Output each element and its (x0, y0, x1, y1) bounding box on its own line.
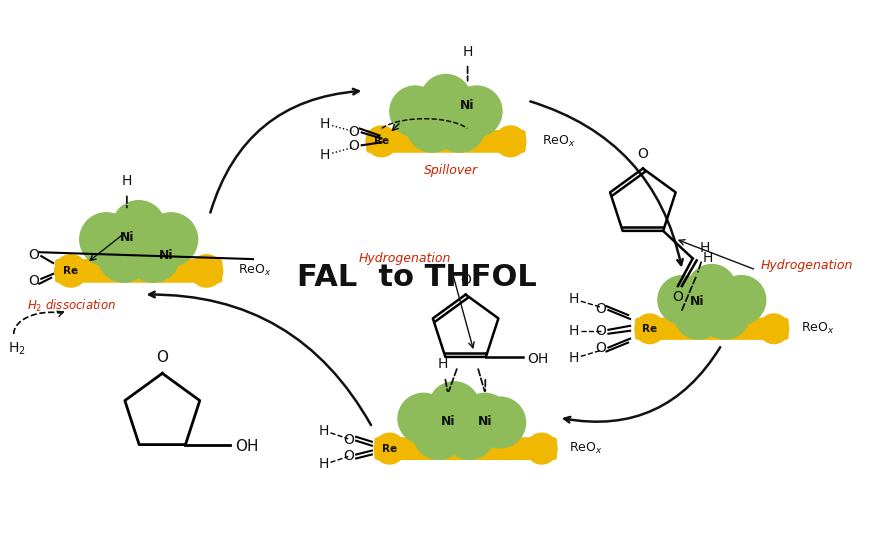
Text: H: H (320, 116, 331, 131)
Text: H: H (700, 241, 710, 255)
Circle shape (413, 409, 464, 459)
Text: Ni: Ni (478, 415, 493, 428)
Text: H: H (318, 457, 329, 472)
Text: O: O (638, 147, 648, 161)
Text: O: O (595, 324, 606, 338)
Text: H: H (568, 351, 579, 365)
Circle shape (452, 86, 502, 137)
FancyBboxPatch shape (635, 318, 788, 340)
Text: H: H (318, 424, 329, 438)
Text: Ni: Ni (119, 231, 134, 245)
Circle shape (80, 213, 133, 266)
Text: O: O (673, 290, 683, 304)
Text: H$_2$ dissociation: H$_2$ dissociation (26, 297, 116, 313)
Circle shape (366, 126, 396, 156)
Text: Ni: Ni (460, 99, 474, 112)
Text: O: O (595, 341, 606, 356)
Text: O: O (595, 302, 606, 316)
Circle shape (444, 409, 495, 459)
Text: O: O (343, 449, 353, 462)
Circle shape (390, 86, 440, 137)
Text: H$_2$: H$_2$ (8, 341, 25, 357)
Circle shape (474, 397, 525, 448)
Circle shape (460, 394, 510, 444)
Circle shape (97, 229, 151, 282)
Text: O: O (343, 433, 353, 447)
Text: H: H (320, 148, 331, 162)
Text: H: H (568, 324, 579, 338)
Text: H: H (122, 174, 132, 187)
Circle shape (407, 101, 458, 152)
Text: O: O (156, 350, 168, 365)
Text: Spillover: Spillover (424, 163, 478, 177)
FancyBboxPatch shape (55, 259, 223, 283)
Text: Ni: Ni (690, 295, 704, 308)
Circle shape (421, 75, 471, 125)
Text: O: O (28, 274, 39, 288)
Circle shape (374, 433, 405, 464)
Circle shape (759, 314, 788, 343)
Circle shape (635, 314, 665, 343)
Circle shape (54, 255, 87, 287)
FancyBboxPatch shape (367, 130, 525, 153)
Circle shape (112, 201, 166, 254)
Circle shape (145, 213, 197, 266)
Text: FAL  to THFOL: FAL to THFOL (296, 263, 536, 292)
Circle shape (398, 394, 449, 444)
Circle shape (674, 290, 723, 339)
Circle shape (658, 276, 707, 324)
Circle shape (496, 126, 526, 156)
Text: Re: Re (382, 444, 397, 453)
Text: OH: OH (235, 439, 258, 454)
FancyBboxPatch shape (374, 437, 557, 460)
Text: OH: OH (527, 352, 548, 366)
Text: H: H (462, 45, 473, 59)
Text: O: O (348, 125, 360, 139)
Text: O: O (460, 273, 471, 287)
Text: Re: Re (63, 266, 78, 276)
Circle shape (190, 255, 223, 287)
Text: Re: Re (642, 324, 658, 334)
Circle shape (688, 264, 736, 313)
Text: O: O (28, 248, 39, 262)
Text: Hydrogenation: Hydrogenation (761, 258, 853, 271)
Text: ReO$_x$: ReO$_x$ (238, 263, 272, 278)
Text: Ni: Ni (440, 415, 455, 428)
Text: H: H (438, 357, 448, 371)
Text: ReO$_x$: ReO$_x$ (802, 321, 835, 336)
Circle shape (126, 229, 180, 282)
Circle shape (434, 101, 485, 152)
Text: O: O (348, 139, 360, 153)
Text: ReO$_x$: ReO$_x$ (542, 134, 575, 149)
Circle shape (717, 276, 766, 324)
Text: Re: Re (374, 136, 389, 146)
Text: Ni: Ni (159, 249, 174, 262)
Text: ReO$_x$: ReO$_x$ (569, 441, 602, 456)
Text: H: H (702, 252, 713, 265)
Circle shape (526, 433, 557, 464)
Circle shape (429, 382, 480, 433)
Text: Hydrogenation: Hydrogenation (359, 252, 451, 265)
Text: H: H (568, 292, 579, 307)
Circle shape (701, 290, 750, 339)
